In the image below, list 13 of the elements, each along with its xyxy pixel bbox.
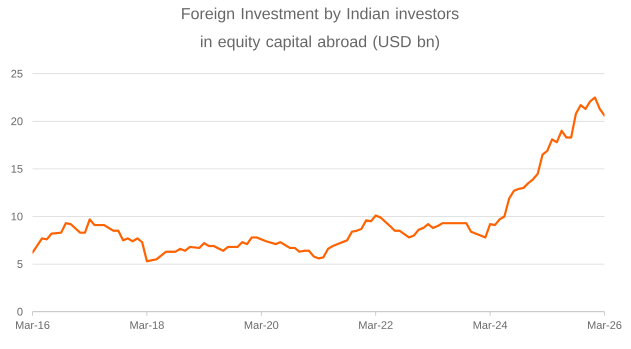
chart-title: Foreign Investment by Indian investors in equity capital abroad (USD bn) (182, 8, 459, 50)
y-tick-label: 20 (11, 117, 23, 126)
y-tick-label: 10 (12, 212, 23, 220)
y-tick-label: 0 (17, 308, 23, 316)
x-tick-label: Mar-22 (359, 321, 393, 330)
x-tick-label: Mar-18 (130, 321, 164, 330)
x-tick-label: Mar-26 (588, 321, 622, 330)
y-tick-label: 25 (11, 70, 23, 78)
y-tick-label: 15 (12, 165, 23, 173)
x-tick-label: Mar-16 (16, 321, 50, 330)
y-tick-label: 5 (17, 260, 23, 268)
x-tick-label: Mar-24 (474, 321, 508, 330)
x-tick-label: Mar-20 (244, 321, 278, 330)
